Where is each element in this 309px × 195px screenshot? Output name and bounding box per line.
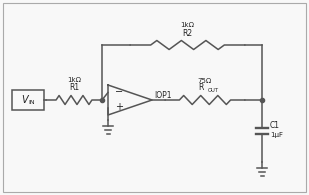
- Text: V: V: [22, 95, 28, 105]
- Text: R: R: [199, 83, 204, 92]
- Text: −: −: [115, 88, 123, 98]
- Text: C1: C1: [270, 121, 280, 130]
- Text: 1kΩ: 1kΩ: [67, 77, 81, 83]
- Text: IN: IN: [29, 99, 35, 105]
- Text: IOP1: IOP1: [154, 90, 171, 99]
- Text: OUT: OUT: [208, 88, 219, 92]
- FancyBboxPatch shape: [12, 90, 44, 110]
- Text: R1: R1: [69, 83, 79, 92]
- Text: 75Ω: 75Ω: [198, 78, 212, 84]
- Text: 1μF: 1μF: [270, 132, 283, 138]
- Text: 1kΩ: 1kΩ: [180, 22, 194, 28]
- Text: R2: R2: [182, 28, 193, 37]
- Text: +: +: [115, 103, 123, 113]
